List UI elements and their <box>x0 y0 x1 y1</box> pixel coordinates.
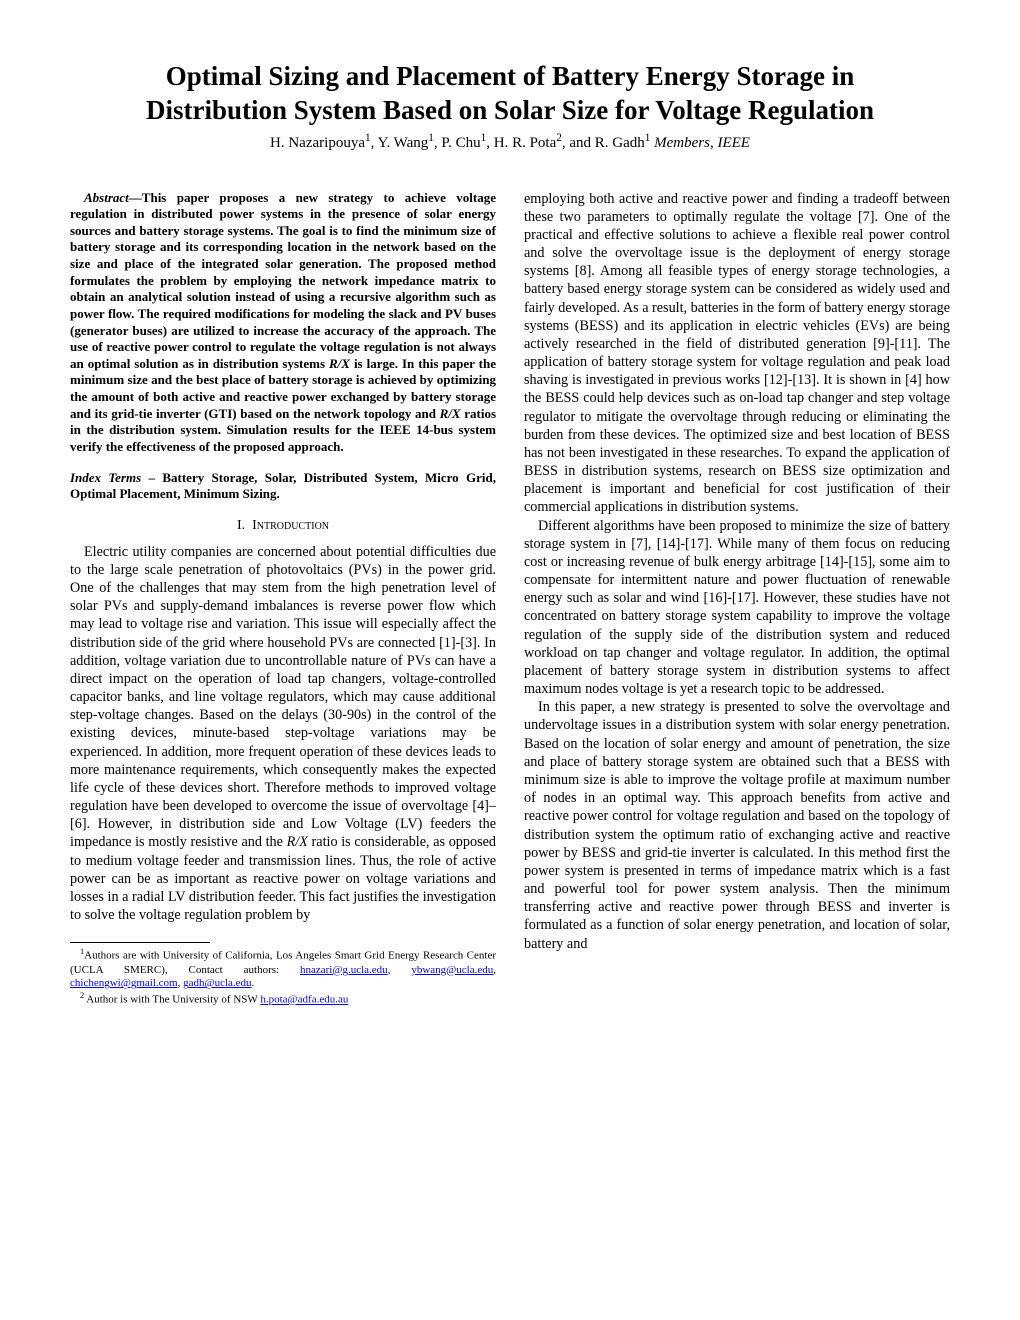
abstract-text: —This paper proposes a new strategy to a… <box>70 190 496 454</box>
two-column-layout: Abstract—This paper proposes a new strat… <box>70 190 950 1008</box>
section-heading-introduction: I. Introduction <box>70 517 496 535</box>
abstract-label: Abstract <box>84 190 129 205</box>
author-list: H. Nazaripouya1, Y. Wang1, P. Chu1, H. R… <box>70 132 950 152</box>
footnote-1: 1Authors are with University of Californ… <box>70 947 496 991</box>
index-terms-block: Index Terms – Battery Storage, Solar, Di… <box>70 470 496 503</box>
right-paragraph-1: employing both active and reactive power… <box>524 190 950 517</box>
right-paragraph-3: In this paper, a new strategy is present… <box>524 698 950 952</box>
title-line-1: Optimal Sizing and Placement of Battery … <box>166 61 854 91</box>
footnote-2: 2 Author is with The University of NSW h… <box>70 991 496 1007</box>
title-line-2: Distribution System Based on Solar Size … <box>146 95 874 125</box>
section-title: Introduction <box>252 518 329 533</box>
paper-title: Optimal Sizing and Placement of Battery … <box>70 60 950 128</box>
footnote-separator <box>70 942 210 943</box>
left-column: Abstract—This paper proposes a new strat… <box>70 190 496 1008</box>
left-intro-paragraph: Electric utility companies are concerned… <box>70 543 496 925</box>
abstract-block: Abstract—This paper proposes a new strat… <box>70 190 496 456</box>
section-number: I. <box>237 518 245 533</box>
right-column: employing both active and reactive power… <box>524 190 950 1008</box>
index-terms-label: Index Terms <box>70 470 141 485</box>
right-paragraph-2: Different algorithms have been proposed … <box>524 517 950 699</box>
